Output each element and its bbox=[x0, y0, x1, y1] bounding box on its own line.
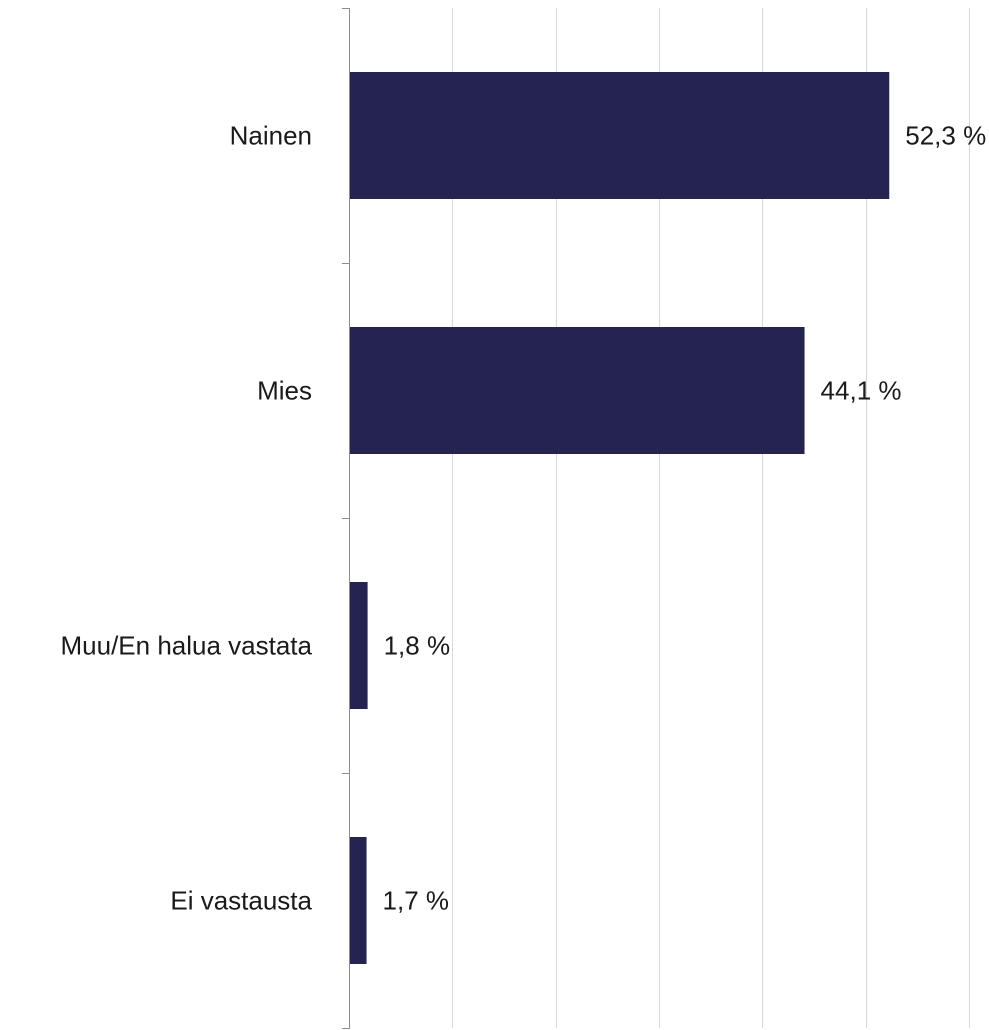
category-label: Muu/En halua vastata bbox=[61, 631, 313, 661]
bar bbox=[350, 327, 805, 454]
bars bbox=[350, 72, 890, 964]
category-labels: Nainen Mies Muu/En halua vastata Ei vastaus… bbox=[61, 121, 313, 916]
value-label: 1,8 % bbox=[384, 631, 451, 661]
category-label: Ei vastausta bbox=[170, 886, 312, 916]
category-label: Nainen bbox=[230, 121, 312, 151]
value-labels: 52,3 % 44,1 % 1,8 % 1,7 % bbox=[383, 121, 987, 916]
value-label: 1,7 % bbox=[383, 886, 450, 916]
category-label: Mies bbox=[257, 376, 312, 406]
bar bbox=[350, 837, 367, 964]
value-label: 44,1 % bbox=[821, 376, 902, 406]
bar bbox=[350, 582, 368, 709]
category-axis bbox=[342, 8, 350, 1029]
bar bbox=[350, 72, 890, 199]
value-label: 52,3 % bbox=[905, 121, 986, 151]
